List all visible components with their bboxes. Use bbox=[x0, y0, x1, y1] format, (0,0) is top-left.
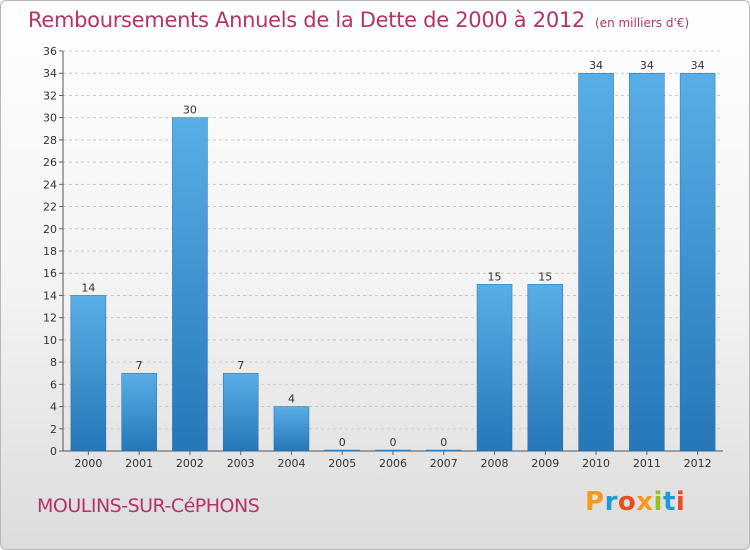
bar bbox=[578, 72, 614, 452]
x-tick-label: 2004 bbox=[277, 457, 305, 470]
y-tick-label: 16 bbox=[43, 267, 57, 280]
bar-value-label: 0 bbox=[390, 436, 397, 449]
chart-title: Remboursements Annuels de la Dette de 20… bbox=[28, 8, 585, 32]
y-tick-label: 24 bbox=[43, 178, 57, 191]
x-tick-label: 2003 bbox=[227, 457, 255, 470]
bar-value-label: 15 bbox=[488, 270, 502, 283]
bar-value-label: 34 bbox=[640, 59, 654, 72]
logo-letter: P bbox=[585, 487, 605, 517]
x-tick-label: 2011 bbox=[633, 457, 661, 470]
x-tick-label: 2008 bbox=[481, 457, 509, 470]
y-tick-label: 12 bbox=[43, 312, 57, 325]
bar bbox=[476, 284, 513, 452]
x-tick-label: 2005 bbox=[328, 457, 356, 470]
bar-value-label: 0 bbox=[440, 436, 447, 449]
bar-value-label: 34 bbox=[589, 59, 603, 72]
bar-value-label: 15 bbox=[538, 270, 552, 283]
bar bbox=[679, 72, 716, 452]
logo-letter: r bbox=[604, 487, 618, 517]
bar bbox=[527, 284, 564, 452]
y-tick-label: 14 bbox=[43, 289, 57, 302]
bar bbox=[70, 295, 107, 452]
bar-value-label: 14 bbox=[81, 281, 95, 294]
title-row: Remboursements Annuels de la Dette de 20… bbox=[28, 8, 689, 32]
bar-value-label: 4 bbox=[288, 393, 295, 406]
y-tick-label: 20 bbox=[43, 223, 57, 236]
logo-letter: i bbox=[653, 487, 663, 517]
logo-letter: i bbox=[675, 487, 686, 517]
bar bbox=[273, 406, 310, 452]
y-tick-label: 30 bbox=[43, 112, 57, 125]
bar-value-label: 30 bbox=[183, 104, 197, 117]
town-name: MOULINS-SUR-CéPHONS bbox=[37, 495, 260, 517]
y-tick-label: 36 bbox=[43, 45, 57, 58]
x-tick-label: 2006 bbox=[379, 457, 407, 470]
y-tick-label: 0 bbox=[50, 445, 57, 458]
logo-letter: t bbox=[662, 487, 676, 517]
y-tick-label: 32 bbox=[43, 89, 57, 102]
chart-subtitle: (en milliers d'€) bbox=[595, 16, 690, 30]
y-tick-label: 2 bbox=[50, 423, 57, 436]
y-tick-label: 10 bbox=[43, 334, 57, 347]
bar bbox=[172, 117, 208, 452]
bar-value-label: 7 bbox=[136, 359, 143, 372]
y-tick-label: 18 bbox=[43, 245, 57, 258]
y-tick-label: 8 bbox=[50, 356, 57, 369]
x-tick-label: 2009 bbox=[531, 457, 559, 470]
bar-value-label: 0 bbox=[339, 436, 346, 449]
bar bbox=[324, 449, 360, 452]
bar-value-label: 7 bbox=[237, 359, 244, 372]
x-tick-label: 2007 bbox=[430, 457, 458, 470]
y-tick-label: 34 bbox=[43, 67, 57, 80]
bar bbox=[121, 372, 157, 452]
y-tick-label: 28 bbox=[43, 134, 57, 147]
x-tick-label: 2012 bbox=[684, 457, 712, 470]
proxiti-logo: Proxiti bbox=[585, 487, 685, 517]
x-tick-label: 2010 bbox=[582, 457, 610, 470]
bar bbox=[426, 449, 462, 452]
bar bbox=[222, 372, 259, 452]
bar bbox=[375, 449, 411, 452]
y-tick-label: 4 bbox=[50, 401, 57, 414]
x-tick-label: 2000 bbox=[74, 457, 102, 470]
bar bbox=[629, 72, 665, 452]
x-tick-label: 2001 bbox=[125, 457, 153, 470]
bar-value-label: 34 bbox=[691, 59, 705, 72]
logo-letter: o bbox=[617, 487, 637, 517]
y-tick-label: 22 bbox=[43, 201, 57, 214]
logo-letter: x bbox=[636, 487, 654, 517]
y-tick-label: 26 bbox=[43, 156, 57, 169]
x-tick-label: 2002 bbox=[176, 457, 204, 470]
y-tick-label: 6 bbox=[50, 378, 57, 391]
